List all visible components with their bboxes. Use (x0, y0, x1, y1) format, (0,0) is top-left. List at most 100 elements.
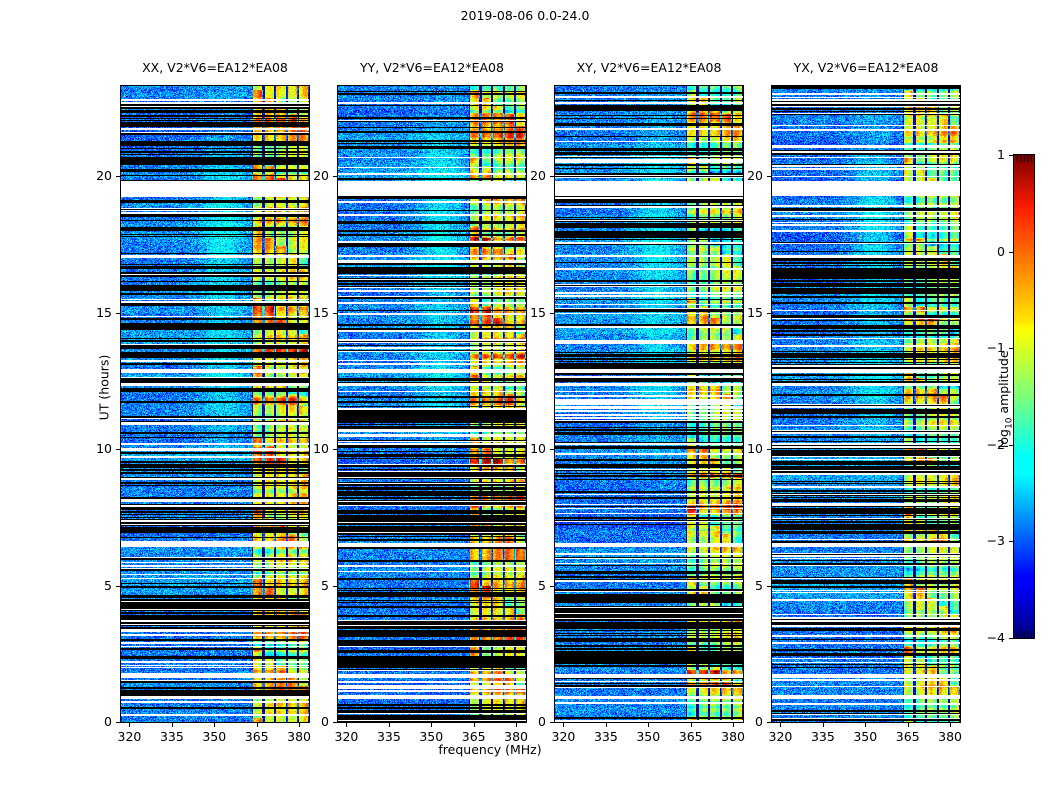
colorbar-tick-label-1: 0 (997, 243, 1005, 259)
y-tick-label-yy-3: 15 (313, 304, 329, 320)
y-tick-xx-4 (116, 176, 120, 177)
x-tick-label-yy-1: 335 (376, 729, 401, 744)
y-tick-label-yx-2: 10 (747, 441, 763, 457)
colorbar-tick-5 (1009, 638, 1013, 639)
x-tick-label-xx-3: 365 (244, 729, 269, 744)
colorbar-tick-4 (1009, 541, 1013, 542)
colorbar (1013, 154, 1035, 639)
x-tick-xx-2 (214, 723, 215, 727)
y-tick-label-yx-1: 5 (755, 577, 763, 593)
x-tick-xy-3 (691, 723, 692, 727)
y-tick-label-xx-4: 20 (96, 168, 112, 184)
x-tick-label-yx-4: 380 (938, 729, 963, 744)
y-tick-xy-2 (550, 449, 554, 450)
y-tick-label-yy-4: 20 (313, 168, 329, 184)
y-tick-label-yy-1: 5 (321, 577, 329, 593)
y-tick-xx-0 (116, 722, 120, 723)
x-tick-label-yx-2: 350 (853, 729, 878, 744)
y-tick-yx-3 (767, 313, 771, 314)
colorbar-tick-label-0: 1 (997, 147, 1005, 162)
y-tick-yx-1 (767, 586, 771, 587)
x-tick-label-xy-1: 335 (593, 729, 618, 744)
panel-xy[interactable] (554, 85, 744, 723)
x-tick-yx-3 (908, 723, 909, 727)
x-tick-xx-0 (129, 723, 130, 727)
y-tick-yx-0 (767, 722, 771, 723)
y-tick-label-xy-0: 0 (538, 714, 546, 729)
y-tick-yx-4 (767, 176, 771, 177)
y-tick-label-yy-0: 0 (321, 714, 329, 729)
figure-suptitle: 2019-08-06 0.0-24.0 (460, 8, 590, 23)
y-tick-xy-4 (550, 176, 554, 177)
y-tick-label-xx-3: 15 (96, 304, 112, 320)
y-tick-yy-3 (333, 313, 337, 314)
colorbar-tick-label-5: −4 (986, 630, 1005, 645)
colorbar-gradient (1014, 155, 1034, 638)
y-tick-xx-2 (116, 449, 120, 450)
x-tick-label-xy-4: 380 (721, 729, 746, 744)
y-tick-label-xx-0: 0 (104, 714, 112, 729)
y-tick-xy-0 (550, 722, 554, 723)
x-tick-yy-3 (474, 723, 475, 727)
x-tick-xy-1 (606, 723, 607, 727)
panel-yy[interactable] (337, 85, 527, 723)
x-tick-label-xy-0: 320 (551, 729, 576, 744)
x-tick-yy-1 (389, 723, 390, 727)
y-tick-label-xx-2: 10 (96, 441, 112, 457)
x-tick-xy-2 (648, 723, 649, 727)
x-tick-xx-1 (172, 723, 173, 727)
y-tick-xy-3 (550, 313, 554, 314)
x-tick-yx-1 (823, 723, 824, 727)
x-axis-label: frequency (MHz) (438, 742, 542, 757)
colorbar-tick-label-2: −1 (986, 340, 1005, 356)
y-tick-yy-0 (333, 722, 337, 723)
x-tick-label-yy-3: 365 (461, 729, 486, 744)
y-tick-xy-1 (550, 586, 554, 587)
panel-title-yy: YY, V2*V6=EA12*EA08 (360, 60, 504, 75)
colorbar-tick-0 (1009, 155, 1013, 156)
panel-title-xx: XX, V2*V6=EA12*EA08 (142, 60, 288, 75)
x-tick-label-yx-1: 335 (810, 729, 835, 744)
y-tick-label-xy-2: 10 (530, 441, 546, 457)
y-tick-xx-1 (116, 586, 120, 587)
y-tick-yy-4 (333, 176, 337, 177)
y-tick-label-yy-2: 10 (313, 441, 329, 457)
y-tick-label-xy-4: 20 (530, 168, 546, 184)
x-tick-label-xx-4: 380 (287, 729, 312, 744)
x-tick-label-yy-2: 350 (419, 729, 444, 744)
panel-heatmap-xx (121, 86, 309, 722)
panel-title-yx: YX, V2*V6=EA12*EA08 (793, 60, 939, 75)
x-tick-yy-2 (431, 723, 432, 727)
colorbar-label-text: log10 amplitude (995, 350, 1015, 449)
x-tick-yx-0 (780, 723, 781, 727)
x-tick-label-yy-4: 380 (504, 729, 529, 744)
panel-heatmap-yy (338, 86, 526, 722)
y-tick-yx-2 (767, 449, 771, 450)
x-tick-xx-3 (257, 723, 258, 727)
x-tick-label-xx-0: 320 (117, 729, 142, 744)
x-tick-label-xy-3: 365 (678, 729, 703, 744)
x-tick-yx-4 (950, 723, 951, 727)
y-tick-label-xy-3: 15 (530, 304, 546, 320)
colorbar-label: log10 amplitude (996, 309, 1015, 489)
x-tick-label-xy-2: 350 (636, 729, 661, 744)
panel-yx[interactable] (771, 85, 961, 723)
panel-xx[interactable] (120, 85, 310, 723)
x-tick-xy-4 (733, 723, 734, 727)
x-tick-xy-0 (563, 723, 564, 727)
x-tick-label-yx-0: 320 (768, 729, 793, 744)
x-tick-label-yy-0: 320 (334, 729, 359, 744)
y-tick-xx-3 (116, 313, 120, 314)
x-tick-yy-0 (346, 723, 347, 727)
x-tick-label-yx-3: 365 (895, 729, 920, 744)
y-tick-label-xy-1: 5 (538, 577, 546, 593)
x-tick-yx-2 (865, 723, 866, 727)
colorbar-tick-1 (1009, 252, 1013, 253)
y-tick-yy-2 (333, 449, 337, 450)
x-tick-label-xx-2: 350 (202, 729, 227, 744)
colorbar-tick-2 (1009, 348, 1013, 349)
x-tick-yy-4 (516, 723, 517, 727)
